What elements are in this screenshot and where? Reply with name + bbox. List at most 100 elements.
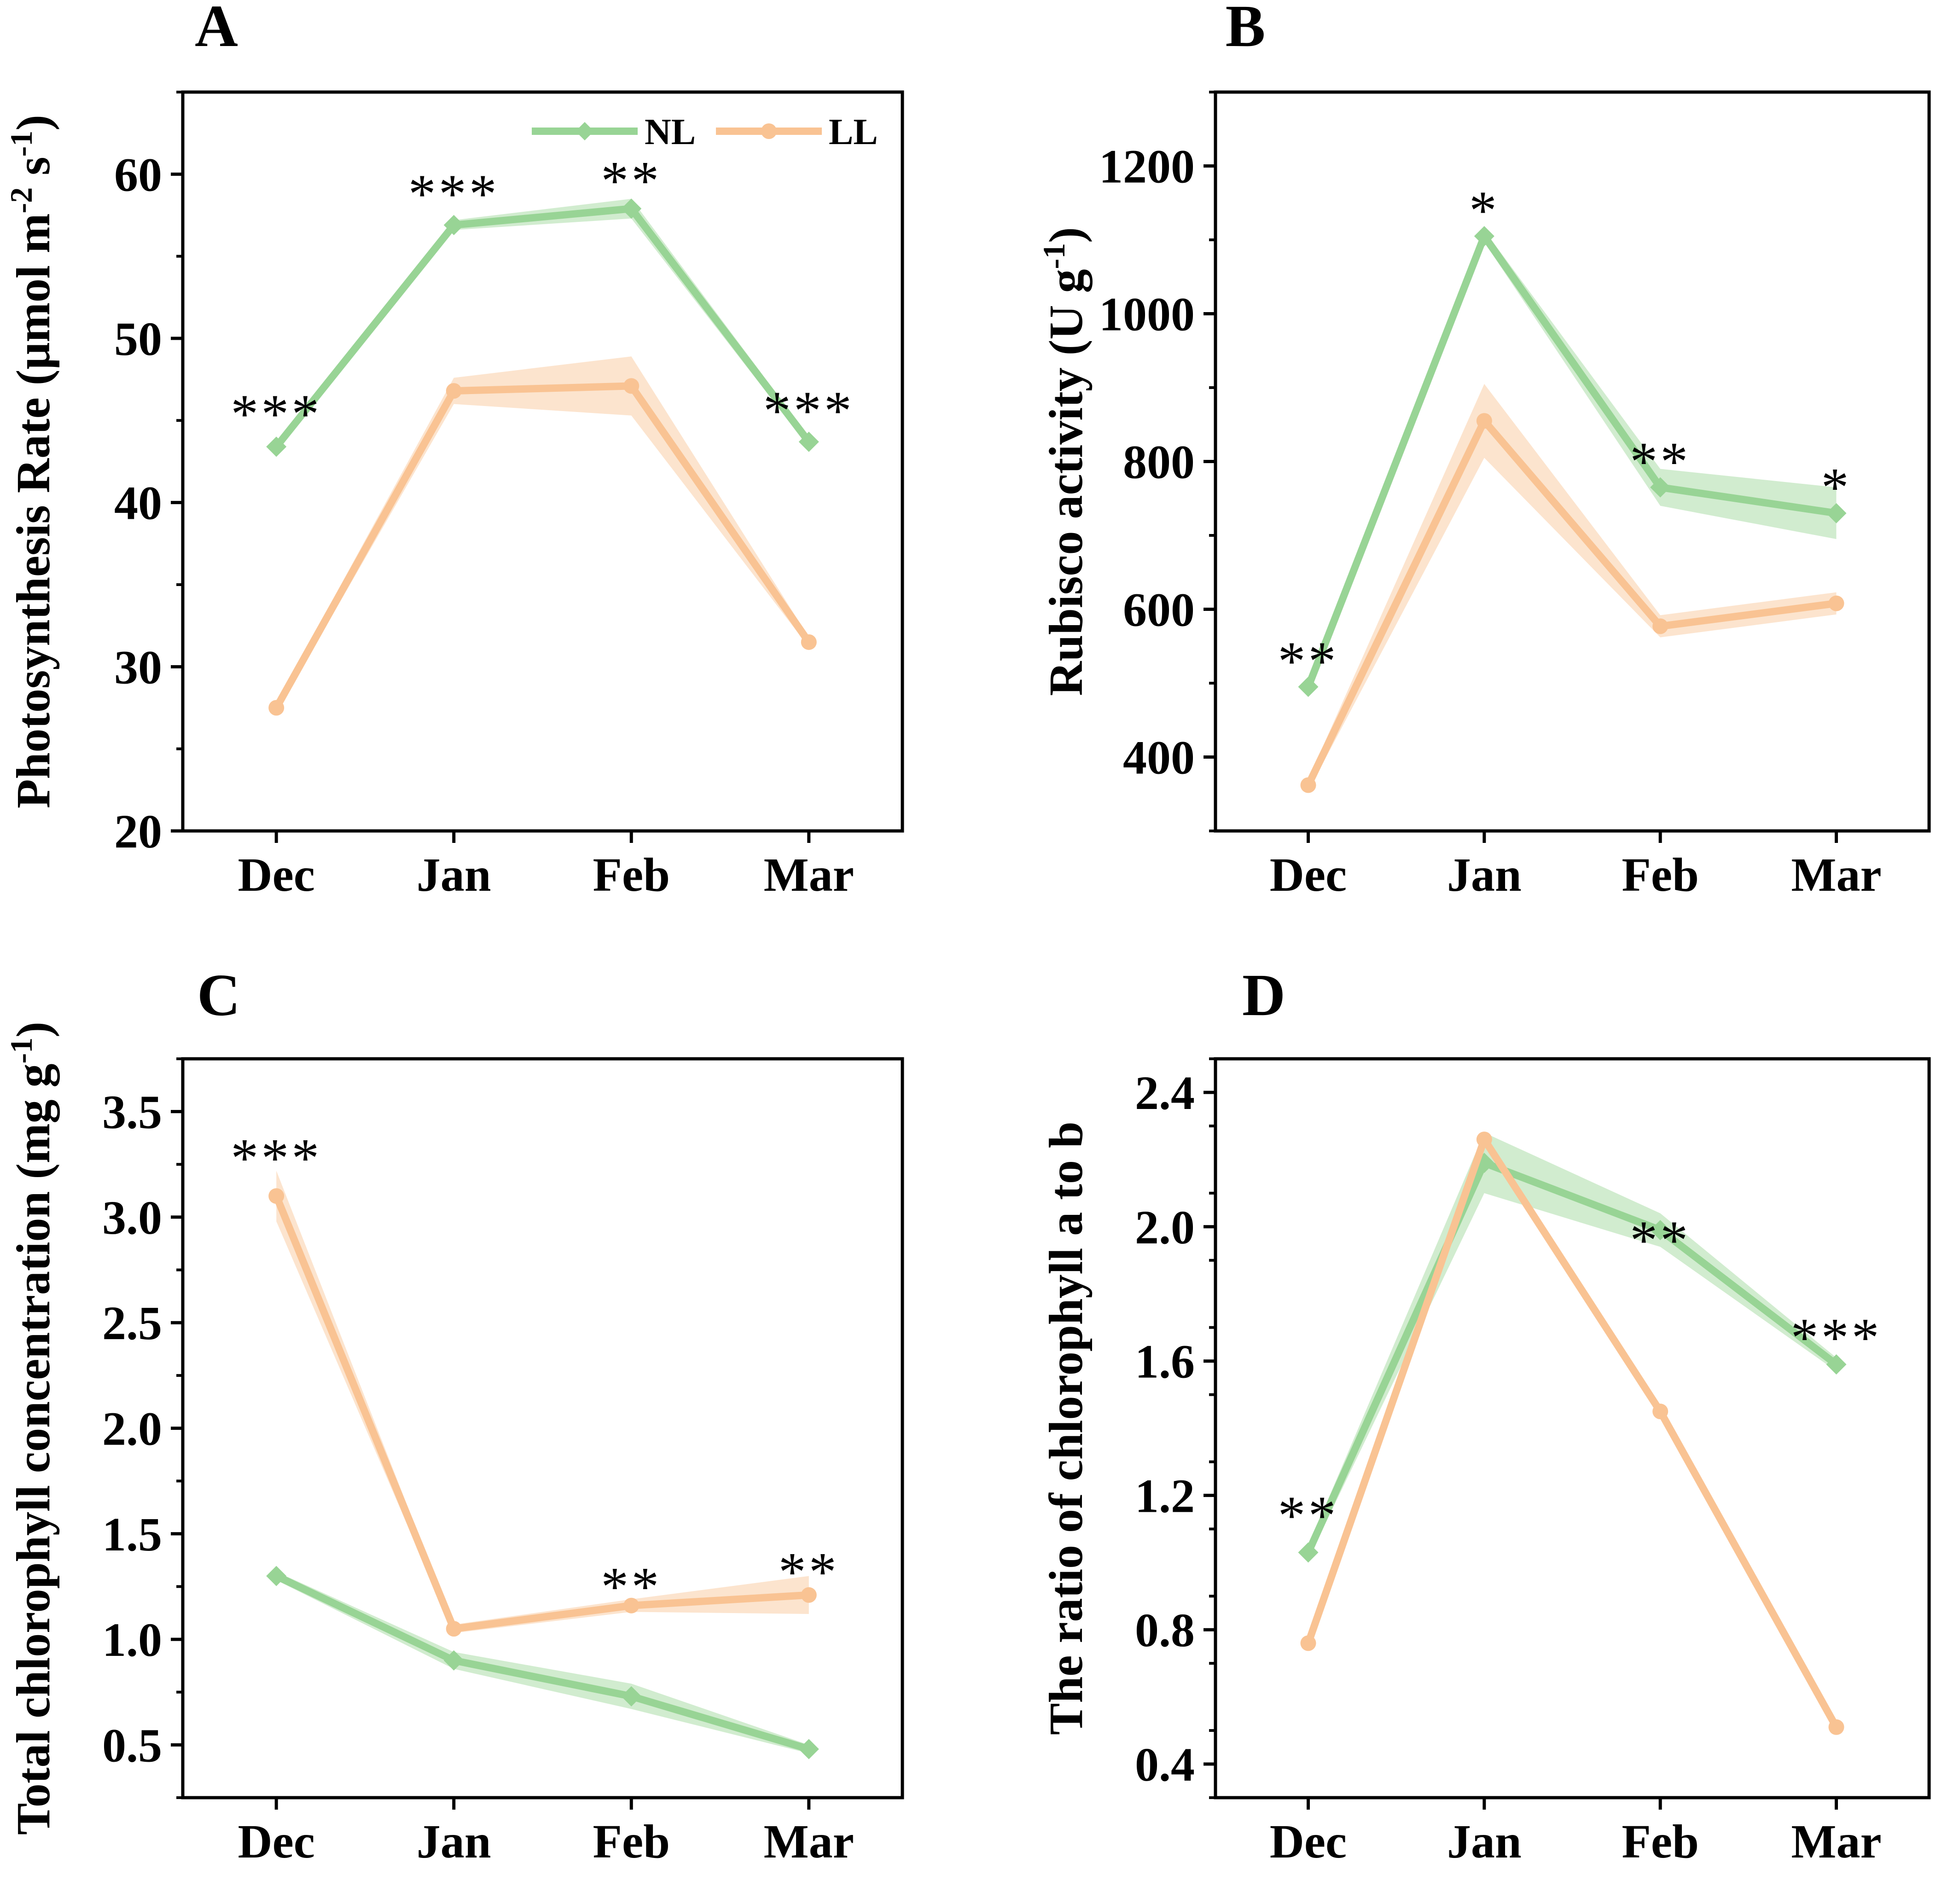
data-point-ll [268,1188,285,1204]
y-tick-label: 1000 [1099,288,1195,341]
data-point-nl [1650,477,1671,498]
y-axis-title-part: Photosynthesis Rate (μmol m [7,214,60,808]
legend-label: LL [829,112,878,152]
series-line-ll [1304,1136,1840,1729]
series-nl [266,1566,819,1759]
x-tick-label: Mar [764,848,854,901]
y-axis-title-part: The ratio of chlorophyll a to b [1040,1121,1093,1735]
y-axis-title: Total chlorophyll concentration (mg g-1) [4,1022,60,1835]
y-axis-title-part: ) [7,115,60,131]
significance-label: ** [1278,630,1339,691]
error-band-ll [276,356,809,713]
x-tick-label: Jan [1447,1815,1522,1868]
series-line-nl [1305,232,1837,688]
plot-frame [181,90,904,833]
x-tick-label: Feb [1622,848,1699,901]
x-tick-label: Dec [238,848,314,901]
panel-label-a: A [195,0,238,59]
data-point-nl [266,1566,287,1586]
legend-label: NL [645,112,696,152]
series-ll [268,356,817,716]
data-point-nl [1650,1220,1671,1241]
error-band-ll [276,1171,809,1633]
y-axis-title-part: ) [1040,227,1093,243]
y-tick-label: 0.8 [1135,1604,1195,1657]
error-band-nl [1308,1132,1837,1560]
data-point-nl [1826,503,1847,523]
legend-marker-nl [576,122,594,140]
significance-label: ** [601,150,662,211]
legend-entry-ll: LL [716,112,878,152]
y-tick-label: 30 [114,641,162,694]
data-point-ll [1476,413,1492,429]
y-axis-title-part: -1 [1036,243,1071,269]
significance-label: *** [408,163,500,224]
series-ll [268,1171,817,1637]
y-tick-label: 1.2 [1135,1469,1195,1522]
x-tick-label: Feb [593,1815,670,1868]
data-point-nl [266,436,287,457]
panel-label-d: D [1242,962,1285,1028]
y-tick-label: 3.5 [102,1086,162,1139]
y-tick-label: 2.4 [1135,1067,1195,1120]
y-axis-title-part: s [7,157,60,187]
data-point-nl [1298,677,1319,697]
y-tick-label: 0.5 [102,1719,162,1772]
data-point-nl [798,1739,819,1759]
series-nl [1298,1132,1847,1563]
y-tick-label: 400 [1123,731,1195,784]
y-axis-title: Rubisco activity (U g-1) [1036,227,1093,696]
y-axis-title-part: -1 [4,1038,39,1064]
data-point-nl [443,215,464,235]
y-tick-label: 40 [114,477,162,530]
data-point-ll [446,383,462,399]
significance-label: ** [1278,1485,1339,1546]
series-line-ll [273,1195,809,1633]
legend-entry-nl: NL [532,112,696,152]
significance-label: *** [763,380,855,441]
y-tick-label: 2.5 [102,1297,162,1350]
series-line-nl [274,1573,810,1753]
y-tick-label: 50 [114,313,162,366]
data-point-ll [1300,777,1316,793]
y-tick-label: 1200 [1099,140,1195,193]
series-ll [1300,383,1844,793]
y-tick-label: 1.5 [102,1508,162,1561]
significance-label: * [1821,457,1852,518]
data-point-nl [1298,1542,1319,1563]
data-point-nl [1826,1354,1847,1375]
x-tick-label: Jan [1447,848,1522,901]
y-tick-label: 0.4 [1135,1738,1195,1791]
x-tick-label: Mar [764,1815,854,1868]
series-nl [266,198,819,457]
error-band-ll [1308,1132,1837,1731]
data-point-ll [801,1587,817,1603]
error-band-nl [276,198,809,452]
series-line-nl [273,205,812,449]
data-point-ll [1652,1404,1669,1420]
legend: NL LL [532,112,878,152]
y-tick-label: 800 [1123,436,1195,489]
significance-label: *** [231,383,322,444]
panel-label-b: B [1226,0,1266,59]
series-line-nl [1305,1159,1839,1554]
data-point-nl [798,431,819,452]
y-axis-title-part: Rubisco activity (U g [1040,269,1093,696]
data-point-ll [1828,1719,1844,1735]
data-point-ll [623,378,640,394]
significance-label: *** [231,1127,322,1189]
data-point-nl [443,1650,464,1671]
x-tick-label: Dec [1270,848,1347,901]
x-tick-label: Mar [1791,1815,1881,1868]
y-axis-title-part: -2 [4,187,39,214]
y-tick-label: 60 [114,148,162,201]
significance-label: ** [1630,1209,1691,1271]
data-point-ll [801,634,817,650]
y-tick-label: 600 [1123,584,1195,637]
error-band-ll [1308,383,1837,791]
significance-label: * [1469,180,1500,241]
y-tick-label: 2.0 [102,1403,162,1456]
